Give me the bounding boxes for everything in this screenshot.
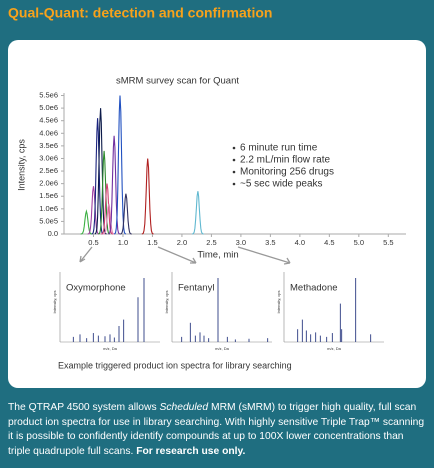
spectrum-name: Oxymorphone — [66, 283, 126, 294]
peak — [113, 95, 127, 235]
peak — [141, 158, 154, 235]
body-bold: For research use only. — [136, 445, 246, 457]
caption: Example triggered product ion spectra fo… — [58, 360, 292, 370]
chart-title: sMRM survey scan for Quant — [116, 76, 239, 87]
peak — [108, 135, 121, 235]
x-tick-label: 0.5 — [88, 238, 98, 247]
bullet-text: 2.2 mL/min flow rate — [240, 155, 330, 166]
spectrum-y-label: Intensity, cps — [276, 290, 281, 313]
x-tick-label: 3.5 — [265, 238, 275, 247]
spectrum-x-label: m/z, Da — [215, 346, 230, 351]
y-tick-label: 5.0e6 — [39, 103, 58, 112]
arrows — [79, 246, 291, 265]
bullet-text: Monitoring 256 drugs — [240, 167, 334, 178]
peak — [191, 191, 204, 235]
x-tick-label: 4.0 — [295, 238, 305, 247]
x-tick-label: 3.0 — [236, 238, 246, 247]
bullet-dot — [232, 158, 236, 162]
bullet-dot — [232, 146, 236, 150]
bullet-dot — [232, 182, 236, 186]
peak — [94, 108, 107, 235]
spectrum-name: Fentanyl — [178, 283, 214, 294]
y-tick-label: 1.0e6 — [39, 204, 58, 213]
y-tick-label: 1.5e6 — [39, 191, 58, 200]
x-tick-label: 1.5 — [147, 238, 157, 247]
figure: Qual-Quant: detection and confirmation s… — [8, 5, 426, 388]
y-tick-label: 4.0e6 — [39, 128, 58, 137]
bullet-text: ~5 sec wide peaks — [240, 179, 323, 190]
y-tick-label: 3.0e6 — [39, 153, 58, 162]
peak — [119, 193, 132, 235]
x-axis-label: Time, min — [197, 250, 238, 261]
bullet-text: 6 minute run time — [240, 143, 318, 154]
peak — [91, 118, 104, 235]
body-text: The QTRAP 4500 system allows Scheduled M… — [8, 401, 428, 459]
body-text: The QTRAP 4500 system allows — [8, 402, 160, 413]
x-tick-label: 1.0 — [118, 238, 128, 247]
peak — [87, 186, 100, 235]
x-tick-label: 5.5 — [383, 238, 393, 247]
x-tick-label: 5.0 — [354, 238, 364, 247]
y-tick-label: 2.5e6 — [39, 166, 58, 175]
x-tick-label: 2.5 — [206, 238, 216, 247]
bullet-dot — [232, 170, 236, 174]
x-tick-label: 2.0 — [177, 238, 187, 247]
spectrum-x-label: m/z, Da — [327, 346, 342, 351]
panel — [8, 40, 426, 388]
body-italic: Scheduled — [159, 402, 209, 413]
y-tick-label: 5.5e6 — [39, 91, 58, 100]
spectrum-name: Methadone — [290, 283, 338, 294]
spectrum-y-label: Intensity, cps — [52, 290, 57, 313]
y-tick-label: 5.0e5 — [39, 216, 58, 225]
spectrum-y-label: Intensity, cps — [164, 290, 169, 313]
spectrum-x-label: m/z, Da — [103, 346, 118, 351]
peak — [98, 150, 111, 235]
peak — [80, 209, 93, 235]
body-text: MRM (sMRM) to trigger high quality, full… — [8, 402, 425, 457]
y-tick-label: 0.0 — [48, 229, 58, 238]
page-title: Qual-Quant: detection and confirmation — [8, 5, 272, 21]
y-tick-label: 4.5e6 — [39, 116, 58, 125]
y-axis-label: Intensity, cps — [16, 139, 26, 191]
peak — [102, 203, 115, 235]
y-tick-label: 2.0e6 — [39, 179, 58, 188]
peak — [101, 183, 113, 235]
y-tick-label: 3.5e6 — [39, 141, 58, 150]
x-tick-label: 4.5 — [324, 238, 334, 247]
